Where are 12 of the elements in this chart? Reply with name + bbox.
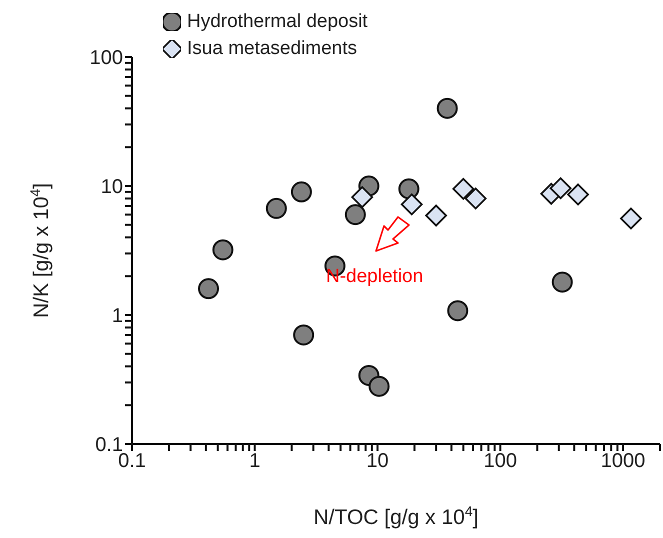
x-tick-label: 10 bbox=[366, 450, 389, 472]
legend-label: Hydrothermal deposit bbox=[187, 10, 368, 32]
y-tick-label: 100 bbox=[90, 47, 123, 70]
y-tick-label: 1 bbox=[112, 305, 123, 328]
x-tick-label: 0.1 bbox=[118, 450, 146, 472]
x-tick-label: 1 bbox=[249, 450, 260, 472]
legend-label: Isua metasediments bbox=[187, 38, 358, 60]
x-tick-label: 1000 bbox=[600, 450, 646, 472]
x-axis-title: N/TOC [g/g x 10$^{4}$] bbox=[314, 503, 478, 529]
x-tick-label: 100 bbox=[484, 450, 517, 472]
annotation: N-depletion bbox=[326, 266, 424, 288]
y-tick-label: 10 bbox=[100, 176, 123, 198]
